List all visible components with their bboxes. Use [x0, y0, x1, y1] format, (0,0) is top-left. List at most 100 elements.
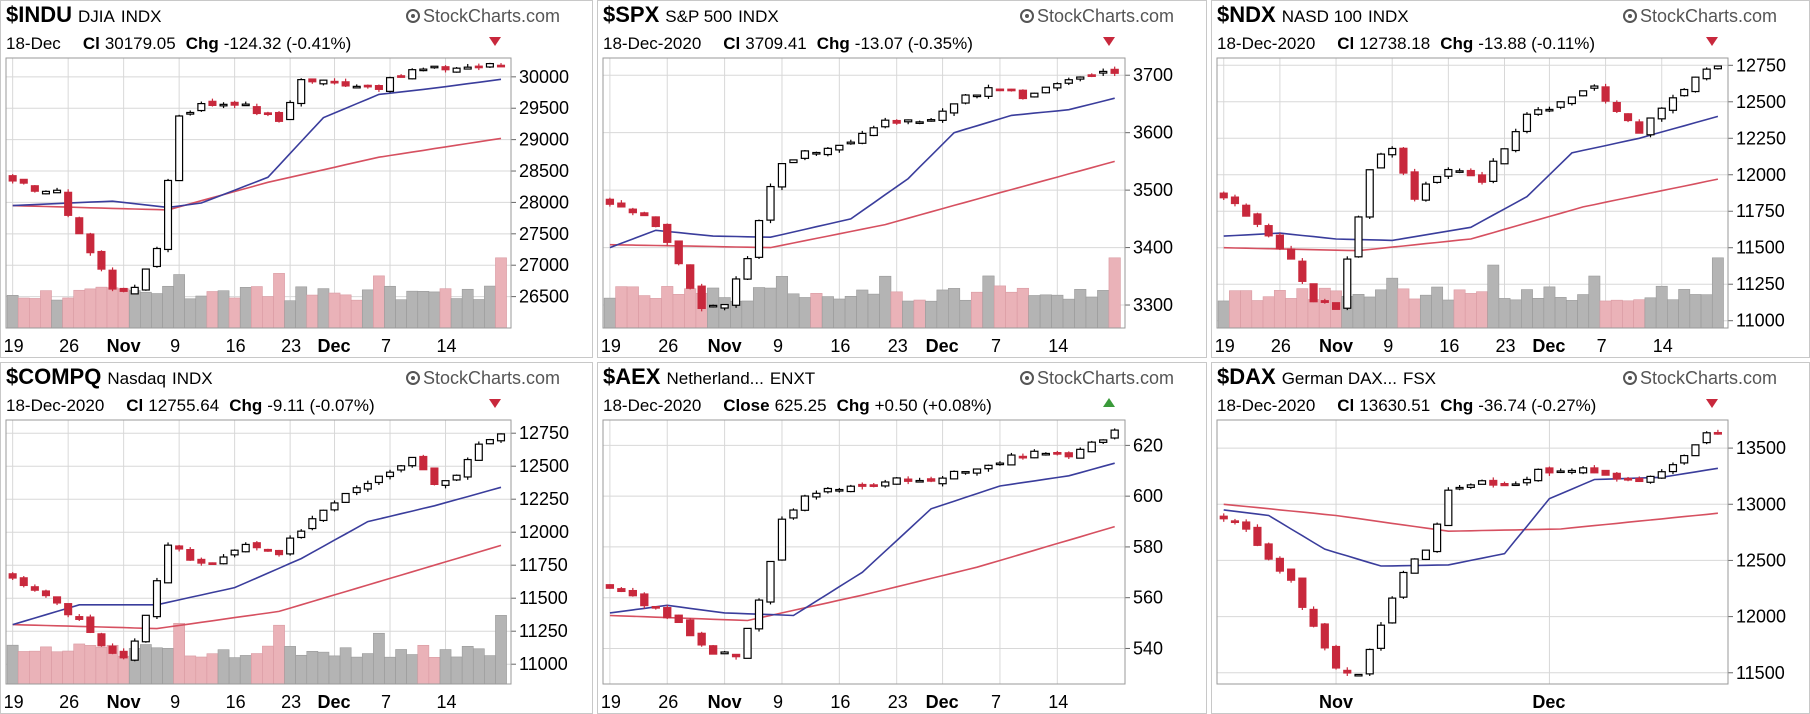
volume-bar: [228, 297, 241, 329]
symbol: $NDX: [1217, 2, 1276, 27]
candle-up: [241, 543, 250, 553]
candle-down: [263, 548, 272, 552]
volume-bar: [615, 286, 628, 329]
logo-icon: [1020, 371, 1034, 385]
candle-down: [1309, 283, 1318, 303]
x-tick-label: 7: [381, 692, 391, 712]
moving-average-short-line: [1223, 115, 1719, 242]
x-tick-label: Dec: [926, 692, 959, 712]
volume-bar: [339, 647, 352, 685]
volume-bar: [395, 299, 407, 329]
candle-up: [926, 119, 936, 122]
candle-down: [8, 175, 17, 182]
x-tick-label: 16: [226, 692, 246, 712]
x-tick-label: 9: [1383, 336, 1393, 356]
candle-up: [1110, 429, 1119, 439]
candle-down: [1623, 477, 1633, 481]
volume-bar: [1285, 298, 1298, 329]
candle-up: [1444, 168, 1453, 177]
candle-up: [452, 474, 461, 481]
volume-bar: [672, 294, 685, 329]
candle-up: [1365, 169, 1374, 218]
chart-panel-indu[interactable]: $INDU DJIA INDX StockCharts.com 18-Dec Cl 3017…: [0, 0, 593, 358]
quote-date: 18-Dec-2020: [1217, 396, 1315, 415]
candle-up: [1410, 558, 1419, 574]
volume-bar: [821, 296, 834, 329]
candle-down: [605, 584, 615, 589]
candle-up: [789, 509, 798, 519]
candle-up: [1076, 76, 1085, 80]
candle-down: [341, 81, 350, 87]
y-tick-label: 26500: [519, 287, 569, 307]
x-tick-label: 23: [1496, 336, 1516, 356]
volume-bar: [718, 297, 731, 329]
candle-up: [341, 492, 350, 503]
candle-up: [319, 79, 328, 85]
candle-up: [1433, 523, 1442, 553]
volume-bar: [1577, 294, 1590, 329]
logo-icon: [406, 9, 420, 23]
candle-up: [972, 94, 982, 98]
chart-panel-dax[interactable]: $DAX German DAX... FSX StockCharts.com 18-De…: [1211, 362, 1810, 714]
volume-bar: [73, 643, 86, 685]
candle-down: [1242, 204, 1251, 217]
candle-up: [463, 66, 472, 70]
moving-average-long-line: [609, 525, 1115, 622]
chart-panel-ndx[interactable]: $NDX NASD 100 INDX StockCharts.com 18-Dec-20…: [1211, 0, 1810, 358]
candle-up: [1545, 108, 1554, 112]
quote-line: 18-Dec-2020 Cl 12738.18 Chg -13.88 (-0.11%): [1217, 34, 1595, 53]
volume-bar: [51, 651, 63, 685]
chart-panel-compq[interactable]: $COMPQ Nasdaq INDX StockCharts.com 18-Dec-20…: [0, 362, 593, 714]
candle-up: [1691, 444, 1700, 457]
volume-bar: [1487, 264, 1500, 329]
moving-average-short-line: [609, 462, 1115, 617]
candle-up: [397, 465, 406, 471]
close-value: 12738.18: [1359, 34, 1430, 53]
candle-down: [64, 191, 73, 216]
volume-bar: [1667, 299, 1679, 329]
volume-bar: [1262, 296, 1275, 329]
volume-bar: [84, 288, 97, 329]
moving-average-short-line: [1223, 467, 1719, 567]
y-tick-label: 11250: [1736, 274, 1785, 294]
x-tick-label: 14: [1048, 692, 1068, 712]
volume-bar: [317, 651, 330, 685]
volume-bar: [162, 285, 174, 329]
plot-frame: [602, 419, 1126, 685]
candle-down: [617, 588, 626, 593]
candle-up: [286, 537, 295, 555]
candle-down: [697, 285, 706, 310]
close-value: 625.25: [775, 396, 827, 415]
candle-up: [904, 119, 913, 123]
candle-down: [1489, 479, 1498, 486]
moving-average-long-line: [12, 544, 502, 630]
volume-bar: [139, 291, 152, 329]
quote-date: 18-Dec-2020: [1217, 34, 1315, 53]
candle-up: [881, 481, 890, 487]
symbol: $AEX: [603, 364, 661, 389]
volume-bar: [913, 299, 926, 329]
x-tick-label: 14: [437, 336, 457, 356]
chart-panel-aex[interactable]: $AEX Netherland... ENXT StockCharts.com 18-D…: [597, 362, 1207, 714]
candle-down: [119, 650, 128, 659]
candle-up: [1444, 489, 1453, 527]
chart-svg: $INDU DJIA INDX StockCharts.com 18-Dec Cl 3017…: [4, 2, 569, 356]
volume-bar: [361, 289, 374, 329]
candle-down: [1623, 113, 1633, 122]
candle-up: [1556, 101, 1565, 108]
candle-up: [777, 163, 787, 188]
candle-up: [408, 69, 417, 80]
chart-panel-spx[interactable]: $SPX S&P 500 INDX StockCharts.com 18-Dec-202…: [597, 0, 1207, 358]
candle-down: [1253, 526, 1262, 546]
change-down-icon: [489, 37, 501, 46]
grid: [603, 58, 1125, 328]
volume-bar: [262, 296, 274, 329]
candle-up: [430, 65, 439, 69]
candle-down: [308, 78, 317, 83]
candle-up: [915, 479, 924, 483]
candle-down: [419, 455, 428, 471]
candle-up: [800, 150, 810, 159]
volume-bar: [1633, 299, 1646, 329]
change-label: Chg: [817, 34, 850, 53]
volume-bars: [1217, 257, 1724, 329]
